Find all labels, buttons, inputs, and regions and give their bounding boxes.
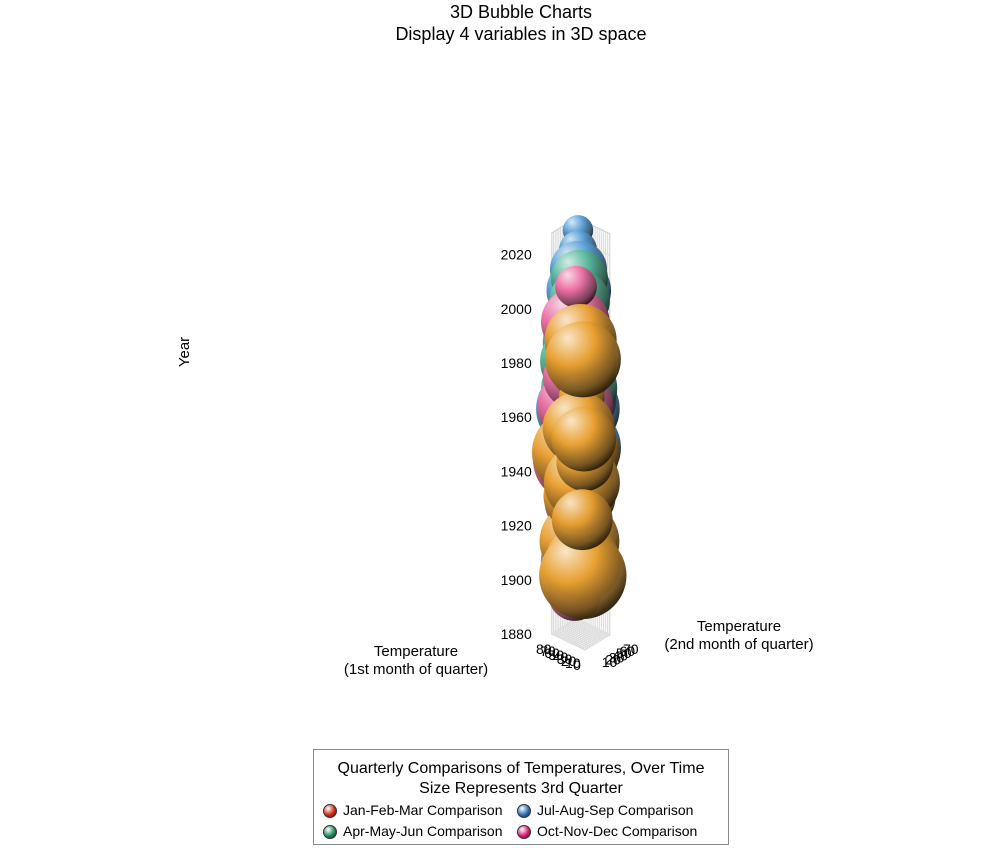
grid-line-left-z [551,618,577,635]
z-axis-label: Year [176,337,193,367]
y-tick-label: 40 [612,647,628,663]
grid-line-floor-y [570,621,605,639]
x-tick-label: 20 [561,653,577,669]
grid-line-floor-y [569,622,603,640]
legend-item-q1: Jan-Feb-Mar Comparison [323,802,503,818]
z-tick-label: 1960 [501,409,532,425]
bubble-jan-feb-mar [551,406,617,472]
grid-line-floor-y [565,624,600,642]
legend-item-q2: Apr-May-Jun Comparison [323,823,503,839]
chart-title: 3D Bubble Charts [450,2,592,22]
axis-labels: Temperature (1st month of quarter) Tempera… [176,337,814,678]
x-tick-label: 70 [540,643,556,659]
grid-line-floor-y [558,629,593,647]
x-tick-label: 50 [548,647,564,663]
grid-line-floor-y [555,631,589,649]
legend-title: Quarterly Comparisons of Temperatures, O… [337,760,705,777]
y-tick-label: 30 [609,650,625,666]
bubble-jan-feb-mar [551,489,613,551]
legend-label-q2: Apr-May-Jun Comparison [343,823,503,839]
grid-line-floor-y [560,628,595,646]
y-tick-label: 70 [623,641,639,657]
y-tick-label: 20 [605,652,621,668]
legend: Quarterly Comparisons of Temperatures, O… [313,749,729,845]
y-tick-label: 50 [616,645,632,661]
grid-line-floor-y [572,620,607,638]
x-tick-label: 30 [557,651,573,667]
bubble-jan-feb-mar [539,531,627,620]
grid-line-right-z [576,618,610,636]
legend-label-q1: Jan-Feb-Mar Comparison [343,802,503,818]
legend-swatch-q4 [517,825,531,839]
z-tick-label: 1880 [501,626,532,642]
grid-line-floor-y [562,626,596,644]
legend-label-q4: Oct-Nov-Dec Comparison [537,823,698,839]
grid-line-floor-y [574,619,609,637]
x-tick-label: 80 [536,641,552,657]
bubbles [531,215,627,621]
z-tick-label: 2000 [501,301,532,317]
grid-line-floor-y [563,625,598,643]
x-tick-label: 40 [553,649,569,665]
legend-swatch-q3 [517,804,531,818]
y-axis-label: Temperature (2nd month of quarter) [664,618,813,653]
z-tick-label: 1920 [501,518,532,534]
grid-line-floor-y [556,630,591,648]
grid-line-floor-y [551,633,586,651]
legend-item-q3: Jul-Aug-Sep Comparison [517,802,693,818]
x-axis-label: Temperature (1st month of quarter) [344,643,488,678]
y-tick-label: 10 [602,654,618,670]
bubble-jan-feb-mar [544,321,621,398]
legend-subtitle: Size Represents 3rd Quarter [419,780,623,797]
bubble-oct-nov-dec [555,265,597,308]
z-tick-label: 1980 [501,355,532,371]
y-tick-label: 60 [619,643,635,659]
z-tick-label: 1940 [501,463,532,479]
x-tick-label: 60 [544,645,560,661]
axis-ticks: 1880190019201940196019802000202001020304… [501,247,639,673]
z-tick-label: 1900 [501,572,532,588]
x-tick-label: 10 [565,655,581,671]
z-tick-label: 2020 [501,247,532,263]
legend-label-q3: Jul-Aug-Sep Comparison [537,802,694,818]
grid-line-floor-y [553,632,587,650]
grid-line-floor-y [567,623,602,641]
chart-subtitle: Display 4 variables in 3D space [395,24,646,44]
legend-swatch-q2 [323,825,337,839]
legend-item-q4: Oct-Nov-Dec Comparison [517,823,697,839]
x-tick-label: 0 [573,657,581,673]
legend-swatch-q1 [323,804,337,818]
